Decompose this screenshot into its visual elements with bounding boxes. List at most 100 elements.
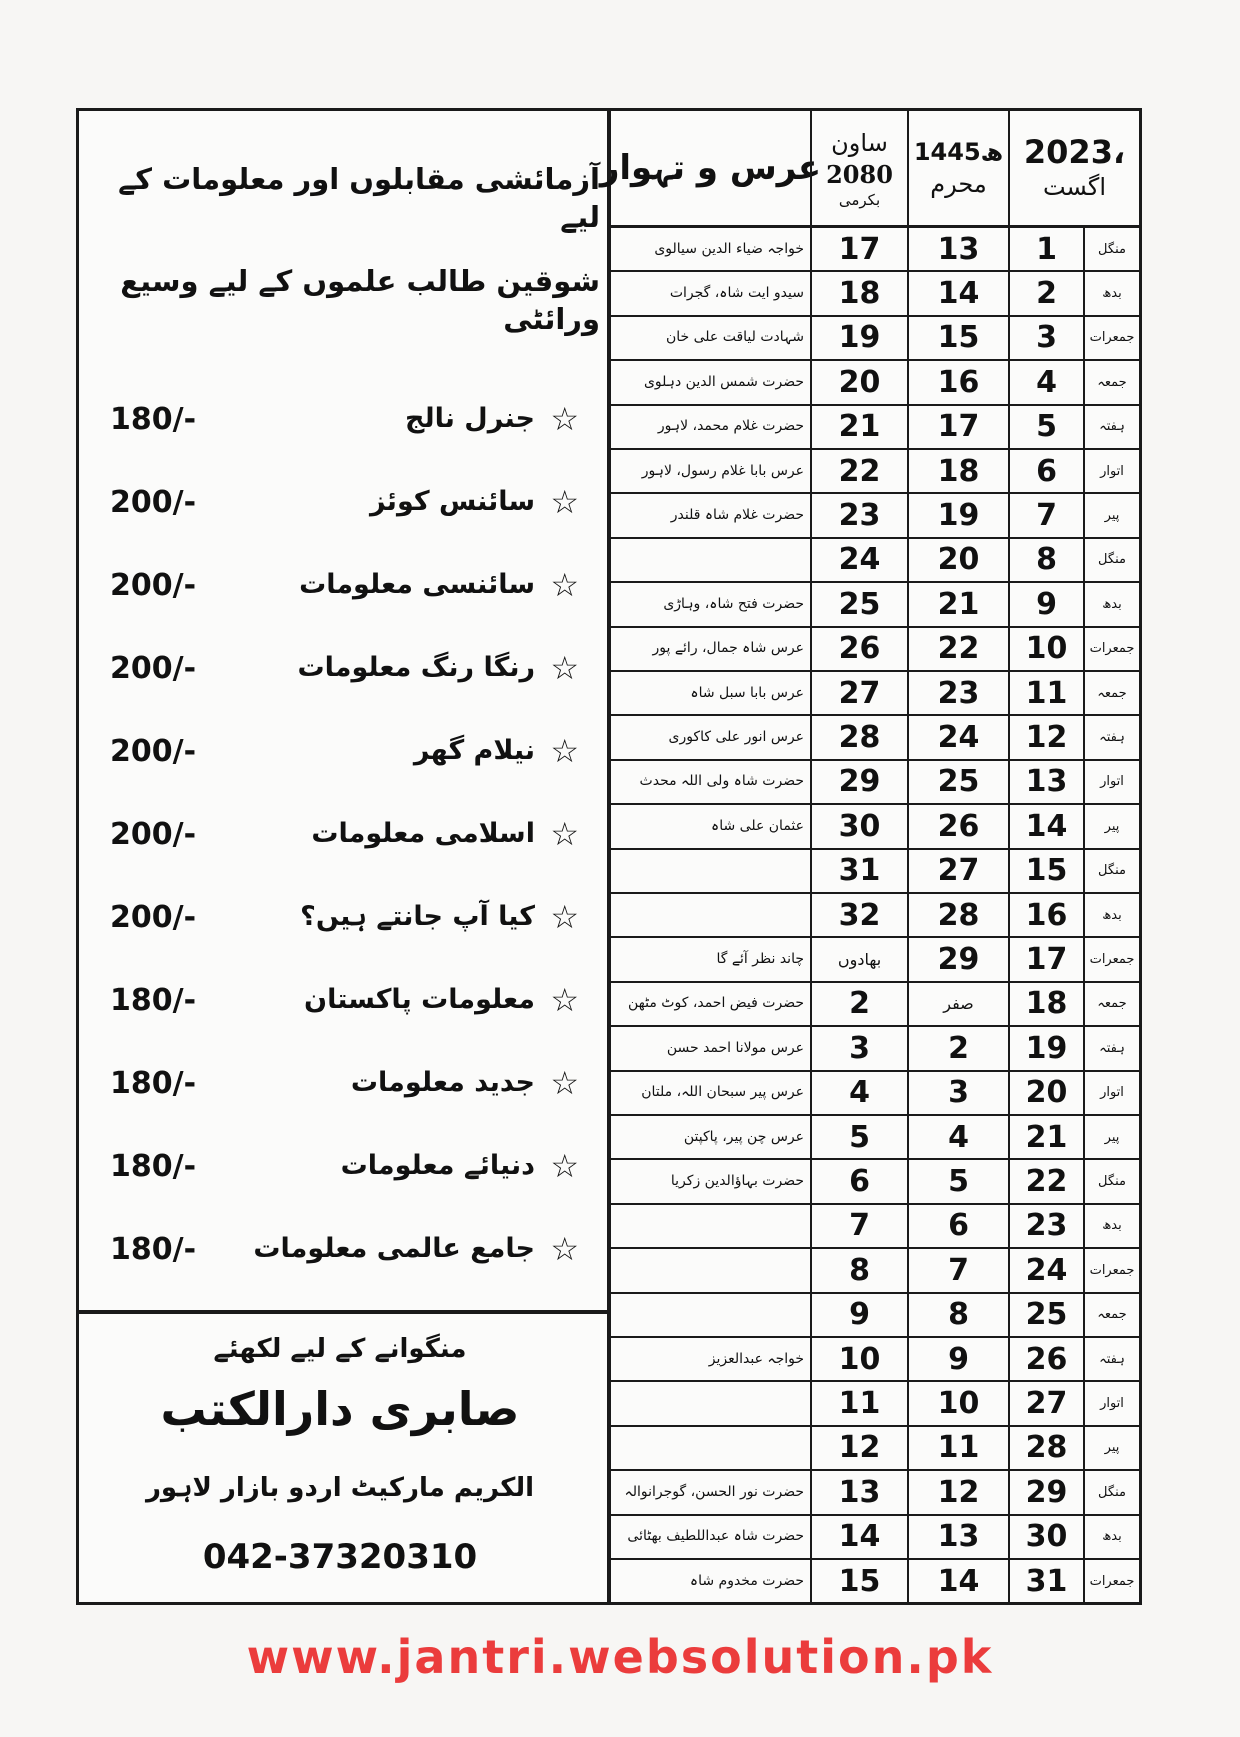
event-cell: عرس شاہ جمال، رائے پور (652, 640, 804, 657)
hijri-date-cell: 29 (907, 938, 1008, 981)
book-name: سائنسی معلومات (299, 569, 535, 600)
hijri-date-cell: 2 (907, 1027, 1008, 1070)
weekday-cell: اتوار (1083, 1382, 1139, 1425)
event-cell: عرس چن پیر، پاکپتن (683, 1128, 804, 1145)
star-icon: ☆ (550, 566, 579, 604)
calendar-row: حضرت فیض احمد، کوٹ مٹھن 2 صفر 18 جمعہ (611, 982, 1139, 1028)
hijri-date-cell: 23 (907, 672, 1008, 715)
star-icon: ☆ (550, 815, 579, 853)
gregorian-date-cell: 22 (1008, 1160, 1083, 1203)
weekday-cell: ہفتہ (1083, 405, 1139, 448)
header-gregorian: 2023، اگست (1008, 111, 1139, 228)
gregorian-date-cell: 21 (1008, 1116, 1083, 1159)
calendar-table: عرس و تہوار ساون 2080 بکرمی 1445ھ محرم 2… (600, 111, 1139, 1605)
event-cell (611, 1205, 810, 1247)
vikram-date-cell: 5 (810, 1116, 907, 1159)
event-cell: عرس مولانا احمد حسن (666, 1039, 804, 1056)
hijri-date-cell: 13 (907, 228, 1008, 271)
calendar-row: حضرت مخدوم شاہ 15 14 31 جمعرات (611, 1560, 1139, 1605)
gregorian-date-cell: 17 (1008, 938, 1083, 981)
hijri-date-cell: 13 (907, 1515, 1008, 1558)
event-cell: حضرت نور الحسن، گوجرانوالہ (624, 1483, 804, 1500)
gregorian-date-cell: 30 (1008, 1515, 1083, 1558)
book-name: نیلام گھر (413, 735, 535, 766)
calendar-row: سیدو ایت شاہ، گجرات 18 14 2 بدھ (611, 272, 1139, 317)
weekday-cell: منگل (1083, 1471, 1139, 1514)
event-cell (611, 1294, 810, 1336)
book-name: رنگا رنگ معلومات (297, 652, 535, 683)
event-cell: خواجہ عبدالعزیز (708, 1350, 804, 1367)
event-cell: عرس انور علی کاکوری (668, 729, 804, 746)
hijri-date-cell: 16 (907, 361, 1008, 404)
vikram-date-cell: 29 (810, 760, 907, 804)
hijri-date-cell: 18 (907, 450, 1008, 493)
calendar-row: عرس پیر سبحان اللہ، ملتان 4 3 20 اتوار (611, 1071, 1139, 1116)
header-events: عرس و تہوار (600, 111, 821, 228)
book-price: 200/- (110, 734, 197, 769)
vikram-date-cell: 31 (810, 849, 907, 892)
vikram-date-cell: 9 (810, 1293, 907, 1336)
calendar-row: عرس انور علی کاکوری 28 24 12 ہفتہ (611, 716, 1139, 761)
greg-month: اگست (1042, 173, 1107, 201)
gregorian-date-cell: 29 (1008, 1471, 1083, 1514)
weekday-cell: جمعرات (1083, 627, 1139, 670)
vikram-year: 2080 (826, 160, 893, 189)
weekday-cell: ہفتہ (1083, 1338, 1139, 1381)
gregorian-date-cell: 23 (1008, 1204, 1083, 1248)
vikram-date-cell: 14 (810, 1515, 907, 1558)
hijri-date-cell: 5 (907, 1160, 1008, 1203)
hijri-date-cell: 27 (907, 849, 1008, 892)
vikram-date-cell: 32 (810, 894, 907, 937)
book-price: 200/- (110, 900, 197, 935)
publisher-name: صابری دارالکتب (160, 1382, 520, 1436)
vikram-date-cell: 18 (810, 272, 907, 315)
hijri-date-cell: 22 (907, 627, 1008, 670)
hijri-date-cell: صفر (907, 982, 1008, 1026)
event-cell: عثمان علی شاہ (711, 817, 804, 834)
calendar-row: 7 6 23 بدھ (611, 1204, 1139, 1250)
publisher-address: الکریم مارکیٹ اردو بازار لاہور (145, 1473, 535, 1503)
calendar-row: حضرت غلام شاہ قلندر 23 19 7 پیر (611, 494, 1139, 539)
weekday-cell: منگل (1083, 538, 1139, 582)
book-price: 180/- (110, 1232, 197, 1267)
vikram-date-cell: 26 (810, 627, 907, 670)
vikram-date-cell: 10 (810, 1338, 907, 1381)
weekday-cell: جمعہ (1083, 361, 1139, 404)
calendar-row: حضرت شمس الدین دہلوی 20 16 4 جمعہ (611, 361, 1139, 406)
weekday-cell: جمعرات (1083, 938, 1139, 981)
star-icon: ☆ (550, 483, 579, 521)
gregorian-date-cell: 20 (1008, 1071, 1083, 1114)
vikram-date-cell: 13 (810, 1471, 907, 1514)
book-item: 180/- جامع عالمی معلومات ☆ (90, 1220, 595, 1300)
calendar-row: خواجہ ضیاء الدین سیالوی 17 13 1 منگل (611, 228, 1139, 273)
star-icon: ☆ (550, 649, 579, 687)
weekday-cell: پیر (1083, 1426, 1139, 1470)
book-item: 200/- نیلام گھر ☆ (90, 722, 595, 802)
gregorian-date-cell: 12 (1008, 716, 1083, 759)
hijri-date-cell: 28 (907, 894, 1008, 937)
vikram-date-cell: 3 (810, 1027, 907, 1070)
hijri-date-cell: 8 (907, 1293, 1008, 1336)
weekday-cell: بدھ (1083, 272, 1139, 315)
event-cell: حضرت شاہ ولی اللہ محدث (639, 773, 804, 790)
gregorian-date-cell: 6 (1008, 450, 1083, 493)
weekday-cell: منگل (1083, 228, 1139, 271)
event-cell: حضرت فتح شاہ، وہاڑی (663, 595, 804, 612)
hijri-date-cell: 21 (907, 583, 1008, 626)
calendar-row: حضرت نور الحسن، گوجرانوالہ 13 12 29 منگل (611, 1471, 1139, 1516)
event-cell: حضرت غلام شاہ قلندر (670, 507, 804, 524)
gregorian-date-cell: 31 (1008, 1560, 1083, 1603)
weekday-cell: ہفتہ (1083, 716, 1139, 759)
gregorian-date-cell: 1 (1008, 228, 1083, 271)
weekday-cell: بدھ (1083, 583, 1139, 626)
calendar-row: حضرت شاہ ولی اللہ محدث 29 25 13 اتوار (611, 760, 1139, 806)
weekday-cell: جمعرات (1083, 1249, 1139, 1292)
weekday-cell: بدھ (1083, 894, 1139, 937)
weekday-cell: ہفتہ (1083, 1027, 1139, 1070)
event-cell: عرس پیر سبحان اللہ، ملتان (641, 1084, 804, 1101)
calendar-row: حضرت شاہ عبداللطیف بھٹائی 14 13 30 بدھ (611, 1515, 1139, 1560)
book-price: 180/- (110, 402, 197, 437)
event-cell: حضرت شمس الدین دہلوی (643, 373, 804, 390)
hijri-date-cell: 26 (907, 805, 1008, 848)
star-icon: ☆ (550, 1064, 579, 1102)
